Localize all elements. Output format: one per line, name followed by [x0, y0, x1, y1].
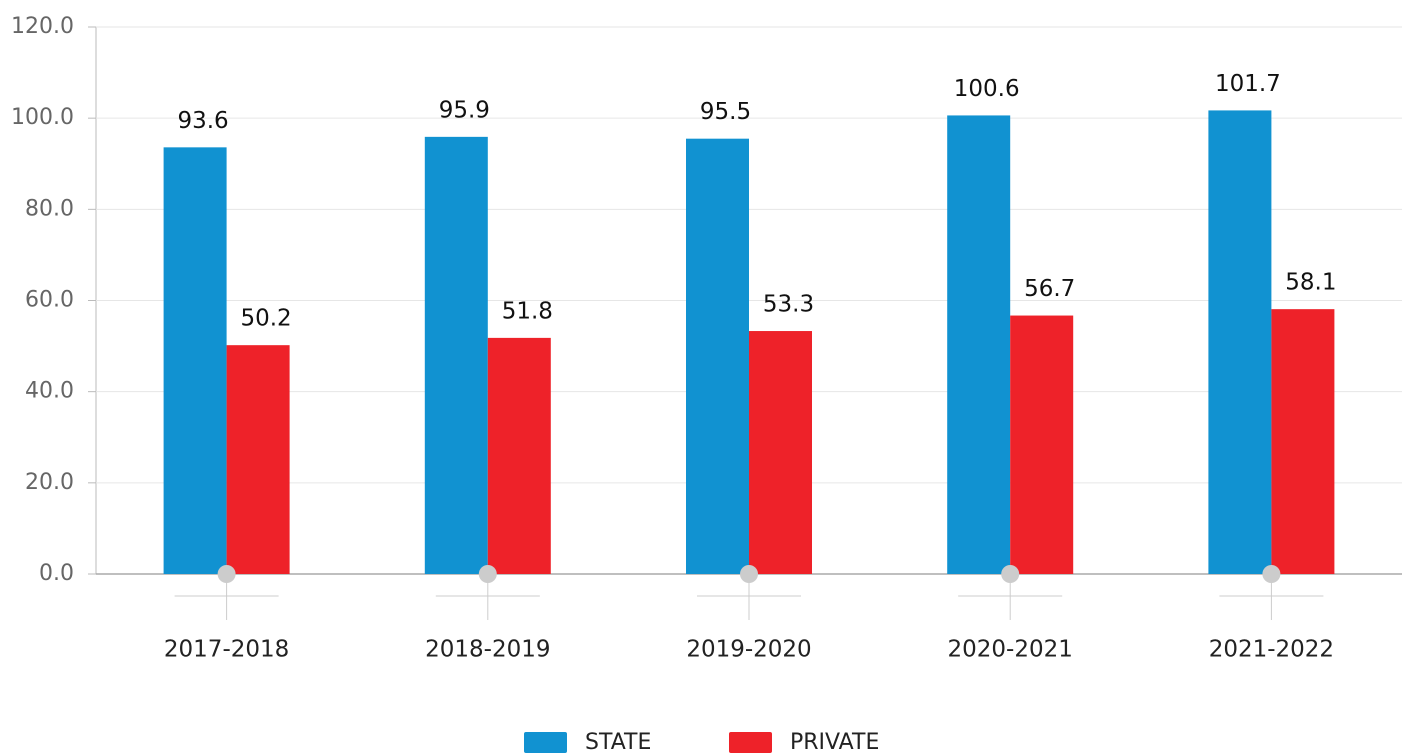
value-label: 100.6 [954, 76, 1020, 102]
bar [749, 331, 812, 574]
bar [1208, 110, 1272, 574]
category-dot [217, 565, 236, 583]
bar [1010, 315, 1074, 574]
value-label: 50.2 [240, 306, 291, 332]
y-tick-label: 100.0 [11, 105, 74, 130]
value-label: 95.9 [439, 97, 490, 123]
bar [424, 136, 488, 574]
category-dot [740, 565, 758, 583]
x-tick-label: 2020-2021 [948, 637, 1073, 663]
value-label: 53.3 [763, 292, 814, 318]
category-dot [1262, 565, 1281, 583]
value-label: 101.7 [1215, 71, 1281, 97]
value-label: 58.1 [1285, 270, 1336, 296]
category-dot [478, 565, 497, 583]
legend-swatch [729, 732, 772, 753]
x-tick-label: 2017-2018 [164, 637, 289, 663]
y-tick-label: 20.0 [25, 470, 74, 495]
y-tick-label: 60.0 [25, 288, 74, 313]
bar [487, 337, 551, 574]
legend-label: PRIVATE [790, 730, 879, 753]
x-tick-label: 2018-2019 [425, 637, 550, 663]
value-label: 51.8 [502, 298, 553, 324]
y-tick-label: 80.0 [25, 196, 74, 221]
value-label: 56.7 [1024, 276, 1075, 302]
category-dot [1001, 565, 1020, 583]
value-label: 95.5 [700, 99, 751, 125]
bar [226, 345, 290, 574]
x-tick-label: 2021-2022 [1209, 637, 1334, 663]
value-label: 93.6 [177, 108, 228, 134]
x-tick-label: 2019-2020 [686, 637, 811, 663]
legend-swatch [524, 732, 567, 753]
bar [947, 115, 1011, 574]
y-tick-label: 120.0 [11, 14, 74, 39]
legend-label: STATE [585, 730, 651, 753]
y-tick-label: 0.0 [39, 561, 74, 586]
bar [163, 147, 227, 574]
bar [1271, 309, 1335, 574]
y-tick-label: 40.0 [25, 379, 74, 404]
bar [686, 138, 749, 574]
